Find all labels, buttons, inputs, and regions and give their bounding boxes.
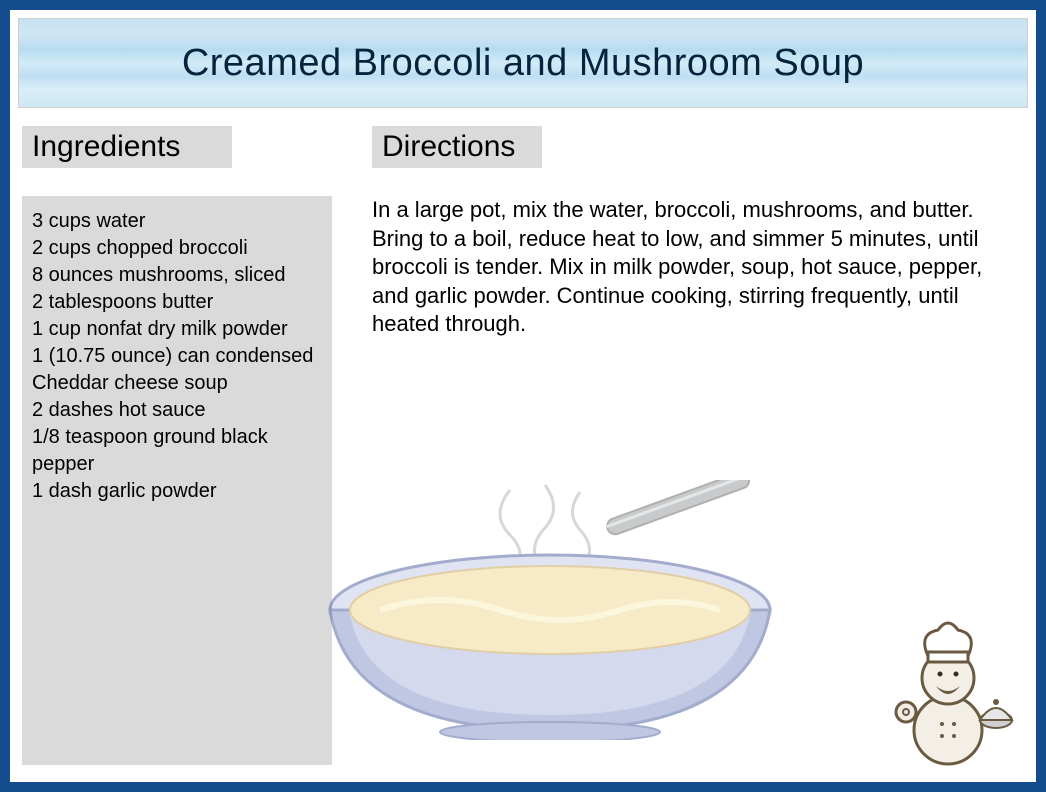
directions-heading: Directions bbox=[372, 126, 542, 168]
directions-column: Directions In a large pot, mix the water… bbox=[372, 126, 1024, 339]
content-row: Ingredients 3 cups water 2 cups chopped … bbox=[18, 126, 1028, 765]
ingredient-item: 1 (10.75 ounce) can condensed Cheddar ch… bbox=[32, 343, 322, 397]
ingredients-heading: Ingredients bbox=[22, 126, 232, 168]
ingredient-item: 1/8 teaspoon ground black pepper bbox=[32, 424, 322, 478]
directions-text: In a large pot, mix the water, broccoli,… bbox=[372, 196, 994, 339]
recipe-title: Creamed Broccoli and Mushroom Soup bbox=[182, 42, 864, 85]
ingredient-item: 2 cups chopped broccoli bbox=[32, 235, 322, 262]
ingredients-list: 3 cups water 2 cups chopped broccoli 8 o… bbox=[22, 196, 332, 765]
ingredient-item: 3 cups water bbox=[32, 208, 322, 235]
ingredient-item: 2 dashes hot sauce bbox=[32, 397, 322, 424]
page-frame: Creamed Broccoli and Mushroom Soup Ingre… bbox=[0, 0, 1046, 792]
ingredient-item: 8 ounces mushrooms, sliced bbox=[32, 262, 322, 289]
ingredient-item: 1 cup nonfat dry milk powder bbox=[32, 316, 322, 343]
ingredients-column: Ingredients 3 cups water 2 cups chopped … bbox=[22, 126, 332, 765]
ingredient-item: 2 tablespoons butter bbox=[32, 289, 322, 316]
title-banner: Creamed Broccoli and Mushroom Soup bbox=[18, 18, 1028, 108]
ingredient-item: 1 dash garlic powder bbox=[32, 478, 322, 505]
